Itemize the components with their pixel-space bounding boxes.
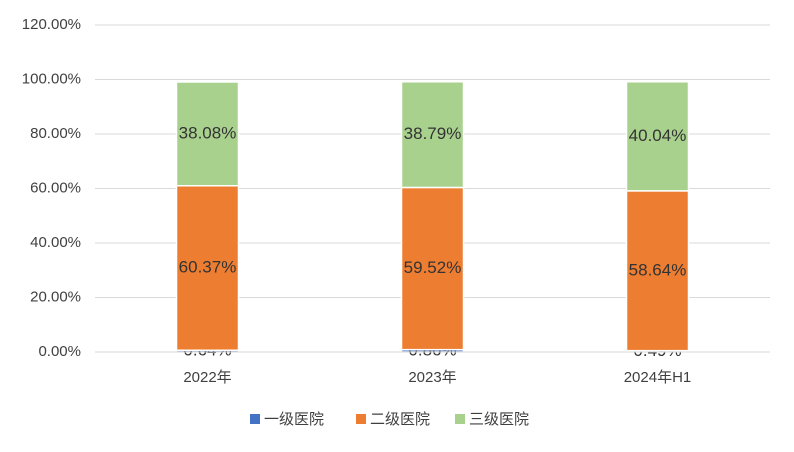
- data-label: 60.37%: [179, 257, 237, 276]
- data-label: 38.08%: [179, 123, 237, 142]
- legend-swatch: [250, 414, 260, 424]
- bar-segment: [175, 81, 240, 187]
- y-tick-label: 120.00%: [22, 16, 81, 33]
- legend-label: 三级医院: [469, 410, 529, 428]
- data-label: 59.52%: [404, 258, 462, 277]
- y-tick-label: 0.00%: [38, 343, 81, 360]
- bar-segment: [625, 81, 690, 192]
- data-label: 58.64%: [629, 260, 687, 279]
- y-tick-label: 40.00%: [30, 234, 81, 251]
- bar-segment: [175, 184, 240, 352]
- y-tick-label: 20.00%: [30, 288, 81, 305]
- y-tick-label: 80.00%: [30, 125, 81, 142]
- legend-swatch: [455, 414, 465, 424]
- legend-swatch: [356, 414, 366, 424]
- y-tick-label: 100.00%: [22, 70, 81, 87]
- y-tick-label: 60.00%: [30, 179, 81, 196]
- legend-label: 一级医院: [264, 410, 324, 428]
- data-label: 38.79%: [404, 124, 462, 143]
- x-tick-label: 2023年: [408, 369, 456, 386]
- x-tick-label: 2024年H1: [624, 369, 692, 386]
- legend-label: 二级医院: [370, 410, 430, 428]
- data-label: 40.04%: [629, 126, 687, 145]
- bar-segment: [400, 81, 465, 189]
- bar-segment: [625, 190, 690, 352]
- x-tick-label: 2022年: [183, 369, 231, 386]
